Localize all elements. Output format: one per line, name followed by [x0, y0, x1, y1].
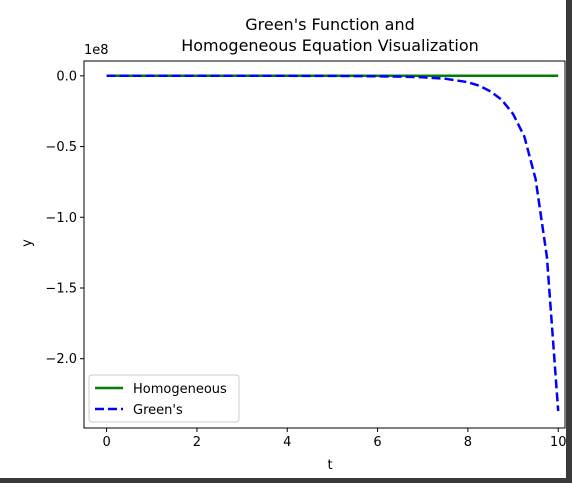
- y-tick-label: −2.0: [45, 352, 77, 367]
- y-tick-label: −1.0: [45, 211, 77, 226]
- x-tick-label: 10: [550, 435, 566, 450]
- plot-frame: [83, 60, 566, 429]
- y-tick-label: 0.0: [56, 69, 77, 84]
- series-line-green-s: [106, 74, 560, 412]
- x-tick-label: 8: [464, 435, 472, 450]
- legend: Homogeneous Green's: [88, 374, 240, 423]
- x-tick-label: 6: [373, 435, 381, 450]
- y-tick-label: −1.5: [45, 281, 77, 296]
- window-border-bottom: [0, 478, 572, 483]
- legend-label: Homogeneous: [133, 382, 227, 397]
- x-tick-label: 4: [283, 435, 291, 450]
- window-border-right: [566, 0, 572, 483]
- legend-label: Green's: [133, 403, 183, 418]
- x-tick-label: 2: [193, 435, 201, 450]
- x-axis-label: t: [327, 458, 332, 473]
- x-tick-label: 0: [102, 435, 110, 450]
- ticks-layer: 0 2 4 6 8 10 0.0 −0.5 −1.0 −1.5 −2.0: [45, 69, 566, 450]
- chart-title-line-1: Green's Function and: [245, 15, 415, 34]
- legend-box: [88, 374, 240, 423]
- chart-title-line-2: Homogeneous Equation Visualization: [181, 36, 479, 55]
- series-layer: [106, 74, 560, 412]
- y-offset-label: 1e8: [84, 43, 109, 58]
- chart-svg: Green's Function and Homogeneous Equatio…: [20, 15, 566, 473]
- y-axis-label: y: [20, 239, 35, 247]
- y-tick-label: −0.5: [45, 140, 77, 155]
